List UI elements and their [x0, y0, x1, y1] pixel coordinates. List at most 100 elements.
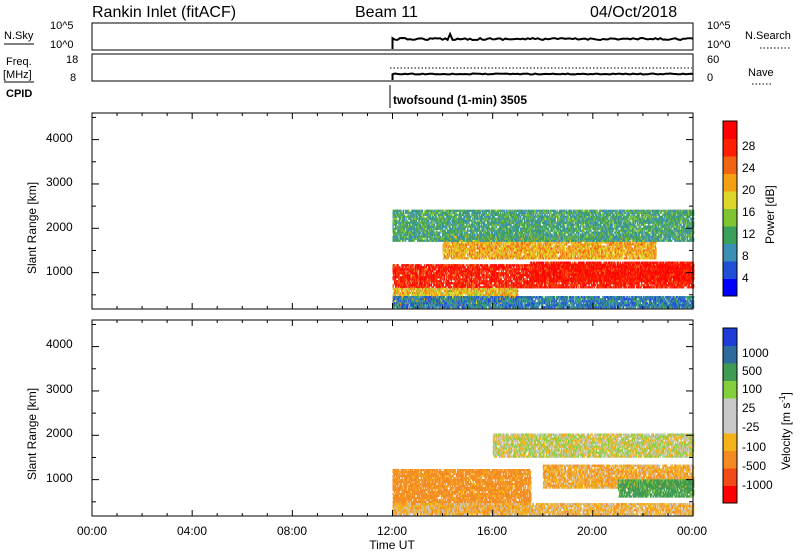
echo-cell [583, 264, 584, 266]
echo-cell [474, 274, 475, 276]
echo-cell [515, 268, 516, 270]
echo-cell [553, 264, 554, 266]
echo-cell [619, 286, 620, 288]
echo-cell [568, 266, 569, 268]
echo-cell [587, 264, 588, 266]
echo-cell [569, 268, 570, 270]
echo-cell [491, 266, 492, 268]
echo-cell [589, 284, 590, 286]
echo-cell [584, 282, 585, 284]
echo-cell [456, 268, 457, 270]
echo-cell [604, 284, 605, 286]
echo-cell [514, 274, 515, 276]
echo-cell [500, 264, 501, 266]
echo-cell [443, 280, 444, 282]
echo-cell [422, 276, 423, 278]
echo-cell [503, 272, 504, 274]
echo-cell [537, 264, 538, 266]
echo-cell [513, 266, 514, 268]
echo-cell [431, 280, 432, 282]
echo-cell [548, 284, 549, 286]
echo-cell [448, 266, 449, 268]
echo-cell [450, 270, 451, 272]
echo-cell [417, 274, 418, 276]
echo-cell [561, 268, 562, 270]
echo-cell [570, 264, 571, 266]
echo-cell [449, 272, 450, 274]
echo-cell [572, 282, 573, 284]
echo-cell [510, 264, 511, 266]
echo-cell [498, 270, 499, 272]
echo-cell [532, 270, 533, 272]
nsky-right-tick-bottom: 10^0 [707, 39, 731, 51]
echo-cell [415, 268, 416, 270]
echo-cell [456, 274, 457, 276]
echo-cell [461, 282, 462, 284]
echo-cell [503, 264, 504, 266]
echo-cell [419, 270, 420, 272]
echo-cell [400, 270, 401, 272]
echo-cell [556, 272, 557, 274]
echo-cell [658, 282, 659, 284]
echo-cell [524, 282, 525, 284]
echo-cell [639, 284, 640, 286]
echo-cell [458, 280, 459, 282]
echo-cell [520, 264, 521, 266]
echo-cell [594, 274, 595, 276]
echo-cell [440, 266, 441, 268]
echo-cell [461, 268, 462, 270]
echo-cell [403, 266, 404, 268]
echo-cell [452, 274, 453, 276]
echo-cell [457, 266, 458, 268]
echo-cell [617, 286, 618, 288]
echo-cell [507, 276, 508, 278]
echo-cell [622, 282, 623, 284]
echo-cell [506, 278, 507, 280]
echo-cell [407, 268, 408, 270]
echo-cell [492, 278, 493, 280]
echo-cell [473, 280, 474, 282]
echo-cell [522, 284, 523, 286]
echo-cell [508, 272, 509, 274]
echo-cell [515, 270, 516, 272]
echo-cell [420, 274, 421, 276]
echo-cell [594, 264, 595, 266]
echo-cell [563, 270, 564, 272]
echo-cell [431, 272, 432, 274]
echo-cell [594, 268, 595, 270]
echo-cell [461, 264, 462, 266]
echo-cell [523, 278, 524, 280]
echo-cell [409, 270, 410, 272]
echo-cell [560, 278, 561, 280]
echo-cell [469, 272, 470, 274]
echo-cell [447, 272, 448, 274]
echo-cell [401, 276, 402, 278]
echo-cell [491, 278, 492, 280]
cpid-text: twofsound (1-min) 3505 [393, 93, 527, 107]
echo-cell [572, 266, 573, 268]
echo-cell [617, 282, 618, 284]
echo-cell [639, 282, 640, 284]
echo-cell [431, 276, 432, 278]
echo-cell [498, 268, 499, 270]
echo-cell [576, 286, 577, 288]
echo-cell [594, 266, 595, 268]
echo-cell [537, 280, 538, 282]
echo-cell [596, 268, 597, 270]
echo-cell [508, 274, 509, 276]
echo-cell [522, 266, 523, 268]
echo-cell [597, 270, 598, 272]
echo-cell [500, 274, 501, 276]
echo-cell [429, 278, 430, 280]
echo-cell [484, 282, 485, 284]
echo-cell [516, 266, 517, 268]
echo-cell [583, 286, 584, 288]
echo-cell [436, 278, 437, 280]
echo-cell [455, 280, 456, 282]
echo-cell [664, 284, 665, 286]
echo-cell [455, 282, 456, 284]
echo-cell [461, 280, 462, 282]
echo-cell [448, 276, 449, 278]
echo-cell [486, 266, 487, 268]
echo-cell [581, 286, 582, 288]
